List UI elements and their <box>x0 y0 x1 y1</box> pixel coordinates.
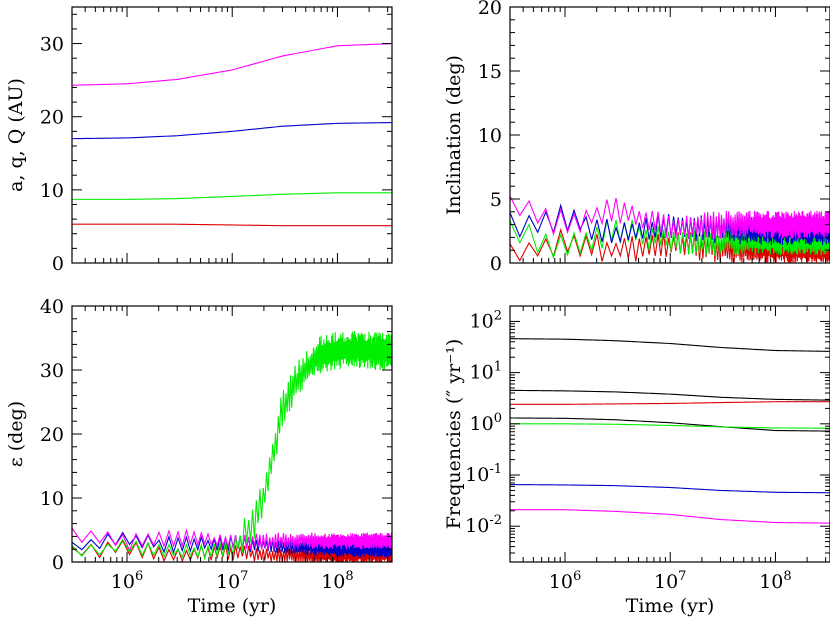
plot-frame-bottom-right <box>509 305 830 563</box>
x-tick-label: 107 <box>216 569 248 593</box>
y-tick-label: 101 <box>470 360 502 384</box>
panel-top-left: 0 10 20 30 a, q, Q (AU) <box>5 6 393 275</box>
series-bottom-right-5 <box>510 484 830 494</box>
series-top-left-0 <box>72 43 392 86</box>
series-top-right-3 <box>510 195 830 240</box>
y-tick-label: 30 <box>40 34 64 56</box>
series-bottom-left-3 <box>72 331 392 561</box>
series-bottom-right-2 <box>510 401 830 405</box>
y-tick-label: 20 <box>478 0 502 19</box>
y-tick-label: 0 <box>52 253 64 275</box>
y-axis-label: Frequencies (″ yr⁻¹) <box>443 339 465 530</box>
series-bottom-right-4 <box>510 423 830 429</box>
y-tick-label: 20 <box>40 424 64 446</box>
y-tick-label: 100 <box>470 411 502 435</box>
series-bottom-right-6 <box>510 509 830 524</box>
y-tick-label: 10-2 <box>465 513 502 537</box>
y-tick-label: 10 <box>478 125 502 147</box>
x-tick-label: 108 <box>759 569 791 593</box>
series-top-left-2 <box>72 192 392 200</box>
y-tick-label: 15 <box>478 61 502 83</box>
y-tick-label: 0 <box>52 552 64 574</box>
x-axis-label: Time (yr) <box>626 595 715 617</box>
panel-bottom-left: 106 107 108 0 10 20 30 40 ε (deg) Time (yr) <box>5 296 393 617</box>
y-tick-label: 5 <box>490 189 502 211</box>
series-bottom-right-0 <box>510 338 830 352</box>
series-bottom-left-2 <box>72 527 392 552</box>
x-tick-label: 106 <box>111 569 143 593</box>
y-tick-label: 40 <box>40 296 64 318</box>
y-axis-label: ε (deg) <box>5 401 27 467</box>
y-tick-label: 10 <box>40 488 64 510</box>
series-top-left-3 <box>72 223 392 227</box>
x-axis-label: Time (yr) <box>188 595 277 617</box>
x-tick-label: 108 <box>321 569 353 593</box>
series-top-left-1 <box>72 122 392 140</box>
x-tick-label: 107 <box>654 569 686 593</box>
y-tick-label: 102 <box>470 308 502 332</box>
y-axis-label: Inclination (deg) <box>443 55 465 215</box>
y-tick-label: 10-1 <box>465 462 502 486</box>
y-tick-label: 30 <box>40 360 64 382</box>
series-bottom-right-3 <box>510 417 830 432</box>
y-tick-label: 0 <box>490 253 502 275</box>
y-tick-label: 10 <box>40 180 64 202</box>
series-bottom-right-1 <box>510 389 830 401</box>
y-axis-label: a, q, Q (AU) <box>5 78 27 192</box>
x-tick-label: 106 <box>549 569 581 593</box>
panel-top-right: 0 5 10 15 20 Inclination (deg) <box>443 0 830 275</box>
y-tick-label: 20 <box>40 107 64 129</box>
